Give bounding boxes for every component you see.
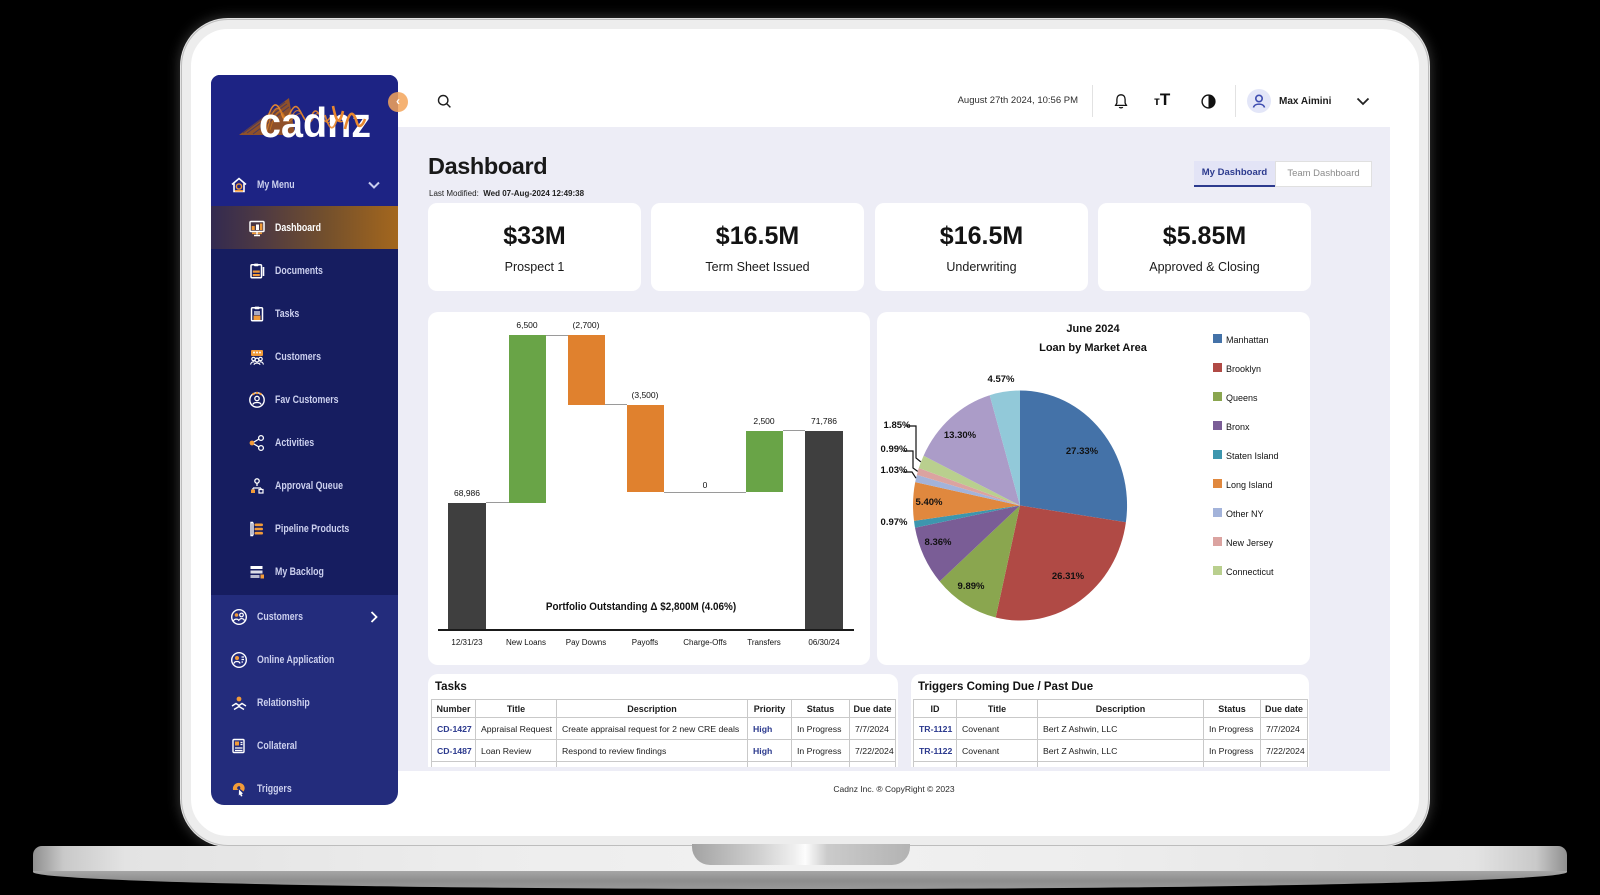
svg-text:cadnz: cadnz: [259, 99, 371, 146]
